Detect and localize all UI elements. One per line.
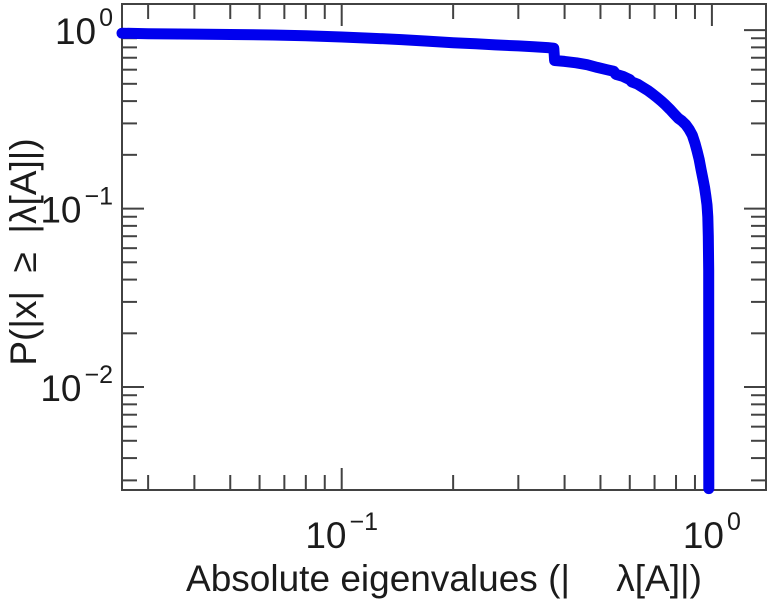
series-eigenvalue-ccdf [116, 27, 715, 495]
y-tick-label: 10 0 [55, 4, 113, 52]
ccdf-curve [116, 27, 715, 495]
axis-ticks [122, 4, 766, 490]
x-axis-label: Absolute eigenvalues (| λ[A]|) [186, 558, 702, 599]
tick-labels: 10 −1 10 0 10 0 10 −1 10 −2 [40, 4, 741, 556]
y-tick-label: 10 −1 [40, 183, 113, 231]
x-tick-label: 10 −1 [305, 508, 378, 556]
plot-frame [121, 3, 767, 491]
y-axis-label: P(|x| ≥ |λ[A]|) [3, 138, 44, 365]
plot-border [121, 3, 767, 491]
y-tick-label: 10 −2 [40, 361, 113, 409]
x-tick-label: 10 0 [683, 508, 741, 556]
